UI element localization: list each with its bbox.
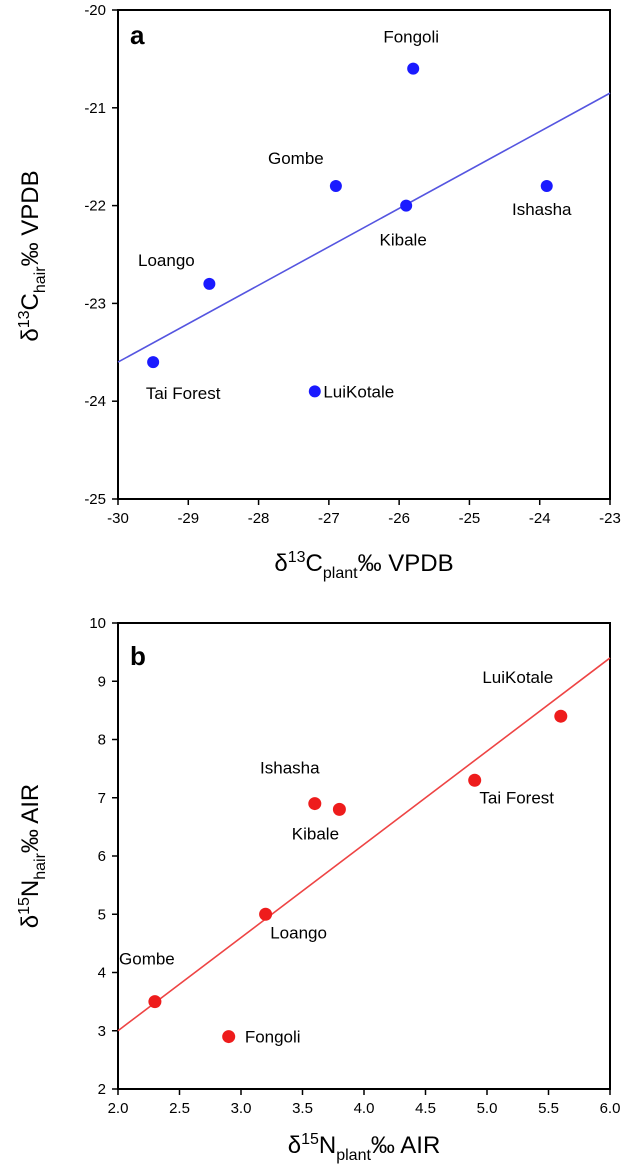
x-tick-label: 2.5 <box>169 1100 190 1117</box>
plot-area-frame <box>117 622 611 1090</box>
regression-line-group <box>117 92 611 363</box>
point-label: Tai Forest <box>146 384 221 403</box>
y-axis: 2 3 4 5 6 7 8 9 10 <box>89 615 118 1098</box>
point-label: Tai Forest <box>479 788 554 807</box>
data-point <box>407 62 420 75</box>
panel-label: a <box>130 20 145 50</box>
data-point <box>148 995 162 1009</box>
y-tick-label: 9 <box>98 673 106 690</box>
y-axis-label: δ15Nhair‰ AIR <box>16 784 49 929</box>
regression-line-group <box>117 657 611 1032</box>
point-label: Ishasha <box>512 200 572 219</box>
y-tick-label: 8 <box>98 732 106 749</box>
data-point <box>540 180 553 193</box>
x-tick-label: 4.5 <box>415 1100 436 1117</box>
y-tick-label: -25 <box>84 491 106 508</box>
point-label: Loango <box>138 251 195 270</box>
x-tick-label: -25 <box>459 510 481 527</box>
y-tick-label: 6 <box>98 848 106 865</box>
y-tick-label: -20 <box>84 2 106 19</box>
y-tick-label: -21 <box>84 100 106 117</box>
data-point <box>554 709 568 723</box>
x-tick-label: -28 <box>248 510 270 527</box>
y-tick-label: 2 <box>98 1081 106 1098</box>
point-label: Gombe <box>268 149 324 168</box>
point-label: Fongoli <box>383 28 439 47</box>
data-point <box>468 773 482 787</box>
y-axis-label: δ13Chair‰ VPDB <box>16 170 49 341</box>
data-points <box>148 709 568 1044</box>
x-tick-label: -27 <box>318 510 340 527</box>
y-tick-label: 7 <box>98 790 106 807</box>
x-axis: -30 -29 -28 -27 -26 -25 -24 -23 <box>107 499 621 527</box>
point-label: Kibale <box>380 231 427 250</box>
regression-line <box>117 92 611 363</box>
point-labels: Fongoli Gombe Ishasha Kibale Loango Tai Fores… <box>138 28 572 403</box>
point-labels: LuiKotale Tai Forest Ishasha Kibale Loango Go… <box>119 668 554 1046</box>
data-point <box>308 797 322 811</box>
chart-panel-a: -30 -29 -28 -27 -26 -25 -24 -23 -25 -24 -23 -22 -21… <box>16 2 621 582</box>
x-axis-label: δ15Nplant‰ AIR <box>288 1131 441 1164</box>
y-tick-label: 5 <box>98 906 106 923</box>
data-point <box>222 1030 236 1044</box>
data-point <box>203 277 216 290</box>
data-point <box>259 907 273 921</box>
point-label: LuiKotale <box>482 668 553 687</box>
y-tick-label: 10 <box>89 615 106 632</box>
y-tick-label: 4 <box>98 965 106 982</box>
data-points <box>147 62 553 398</box>
panel-label: b <box>130 641 146 671</box>
data-point <box>308 385 321 398</box>
y-tick-label: 3 <box>98 1023 106 1040</box>
point-label: LuiKotale <box>323 382 394 401</box>
x-tick-label: 3.5 <box>292 1100 313 1117</box>
x-tick-label: -23 <box>599 510 621 527</box>
x-tick-label: -24 <box>529 510 551 527</box>
plot-area-frame <box>117 9 611 500</box>
point-label: Loango <box>270 923 327 942</box>
chart-panel-b: 2.0 2.5 3.0 3.5 4.0 4.5 5.0 5.5 6.0 2 3 4 5 6 7 8 9 10 L… <box>16 615 620 1164</box>
data-point <box>332 802 346 816</box>
point-label: Fongoli <box>245 1028 301 1047</box>
regression-line <box>117 657 611 1032</box>
x-tick-label: 3.0 <box>231 1100 252 1117</box>
x-tick-label: 4.0 <box>354 1100 375 1117</box>
data-point <box>329 180 342 193</box>
x-tick-label: 2.0 <box>108 1100 129 1117</box>
x-tick-label: 5.0 <box>477 1100 498 1117</box>
point-label: Kibale <box>292 824 339 843</box>
y-tick-label: -23 <box>84 295 106 312</box>
x-tick-label: -30 <box>107 510 129 527</box>
x-axis: 2.0 2.5 3.0 3.5 4.0 4.5 5.0 5.5 6.0 <box>108 1089 621 1117</box>
data-point <box>147 356 160 369</box>
y-tick-label: -22 <box>84 198 106 215</box>
y-axis: -25 -24 -23 -22 -21 -20 <box>84 2 118 508</box>
data-point <box>400 199 413 212</box>
point-label: Ishasha <box>260 759 320 778</box>
x-tick-label: -26 <box>388 510 410 527</box>
point-label: Gombe <box>119 950 175 969</box>
x-tick-label: 6.0 <box>600 1100 621 1117</box>
y-tick-label: -24 <box>84 393 106 410</box>
x-tick-label: 5.5 <box>538 1100 559 1117</box>
x-axis-label: δ13Cplant‰ VPDB <box>274 549 453 582</box>
x-tick-label: -29 <box>177 510 199 527</box>
